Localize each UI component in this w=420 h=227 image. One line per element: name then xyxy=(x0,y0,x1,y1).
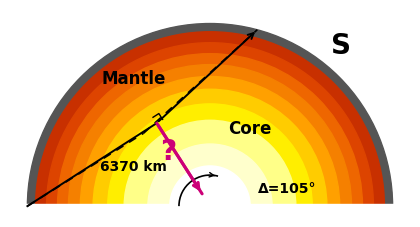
Bar xyxy=(0,204,420,227)
Circle shape xyxy=(170,166,250,227)
Circle shape xyxy=(93,90,327,227)
Circle shape xyxy=(27,25,393,227)
Text: S: S xyxy=(331,32,352,60)
Text: Core: Core xyxy=(228,119,272,137)
Circle shape xyxy=(148,144,272,227)
Circle shape xyxy=(108,104,312,227)
Circle shape xyxy=(58,54,362,227)
Text: 6370 km: 6370 km xyxy=(100,159,167,173)
Circle shape xyxy=(124,121,296,227)
Text: Δ=105°: Δ=105° xyxy=(257,181,316,195)
Circle shape xyxy=(36,33,384,227)
Circle shape xyxy=(47,44,373,227)
Circle shape xyxy=(68,65,352,227)
Text: Mantle: Mantle xyxy=(101,70,165,88)
Circle shape xyxy=(80,77,340,227)
Text: ?: ? xyxy=(160,138,176,166)
